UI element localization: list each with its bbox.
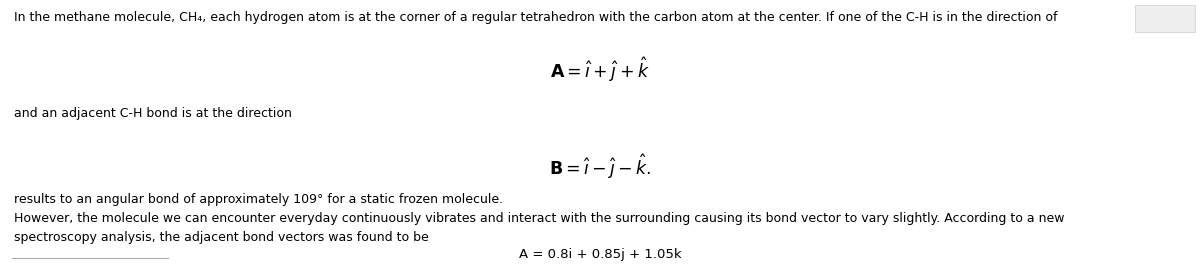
Text: results to an angular bond of approximately 109° for a static frozen molecule.: results to an angular bond of approximat… [14,193,504,206]
Text: $\mathbf{A} = \hat{\imath} + \hat{\jmath} + \hat{k}$: $\mathbf{A} = \hat{\imath} + \hat{\jmath… [550,56,650,84]
Text: $\mathbf{B} = \hat{\imath} - \hat{\jmath} - \hat{k}.$: $\mathbf{B} = \hat{\imath} - \hat{\jmath… [548,152,652,181]
FancyBboxPatch shape [1135,5,1195,32]
Text: A = 0.8i + 0.85j + 1.05k: A = 0.8i + 0.85j + 1.05k [518,248,682,261]
Text: However, the molecule we can encounter everyday continuously vibrates and intera: However, the molecule we can encounter e… [14,212,1064,225]
Text: spectroscopy analysis, the adjacent bond vectors was found to be: spectroscopy analysis, the adjacent bond… [14,231,430,244]
Text: and an adjacent C-H bond is at the direction: and an adjacent C-H bond is at the direc… [14,107,293,120]
Text: In the methane molecule, CH₄, each hydrogen atom is at the corner of a regular t: In the methane molecule, CH₄, each hydro… [14,11,1058,24]
